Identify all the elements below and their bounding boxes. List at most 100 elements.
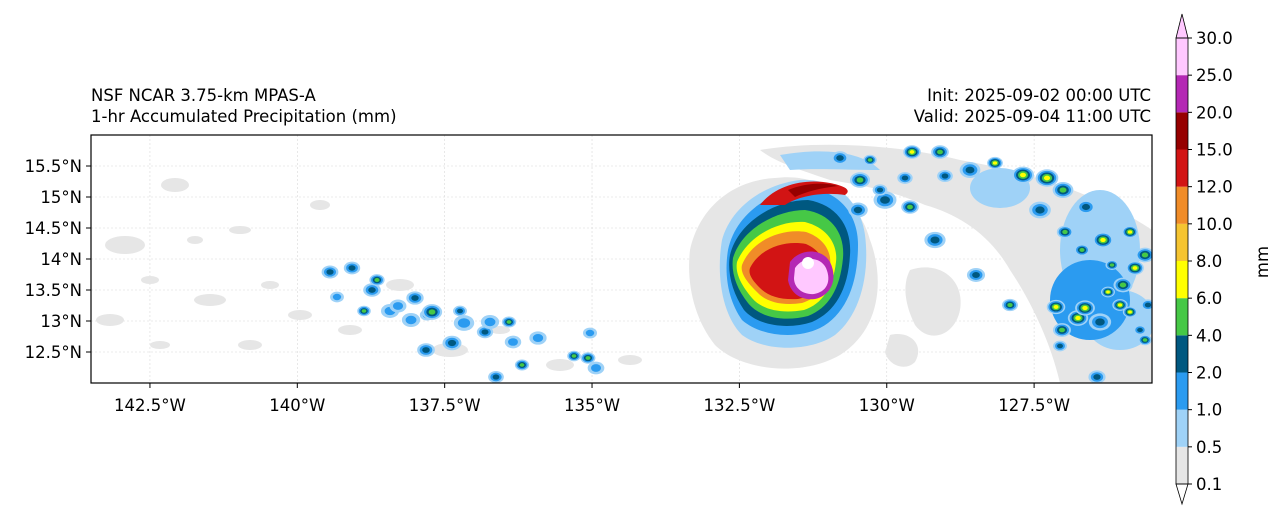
precip-cell xyxy=(484,317,496,327)
precip-cell xyxy=(1059,327,1065,333)
precip-cell xyxy=(1128,310,1132,314)
colorbar-tick-label: 1.0 xyxy=(1196,401,1222,420)
storm-eye xyxy=(802,257,814,269)
precip-cell xyxy=(909,150,915,154)
colorbar-segment xyxy=(1176,112,1188,150)
title-init-time: Init: 2025-09-02 00:00 UTC xyxy=(927,86,1151,105)
precip-cell xyxy=(492,374,500,380)
precip-cell xyxy=(853,206,863,214)
precip-cell xyxy=(532,334,544,342)
precip-cell xyxy=(519,363,525,367)
precip-cell xyxy=(1007,302,1013,308)
precip-cell xyxy=(930,236,940,244)
colorbar-tick-label: 10.0 xyxy=(1196,215,1233,234)
colorbar-segment xyxy=(1176,409,1188,447)
x-tick-label: 132.5°W xyxy=(703,396,775,415)
precip-cell xyxy=(590,364,602,372)
precip-cell xyxy=(876,187,884,193)
x-tick-label: 140°W xyxy=(269,396,325,415)
precip-cell xyxy=(392,302,404,310)
map-panel[interactable] xyxy=(90,134,1155,384)
precip-cell xyxy=(1035,206,1045,214)
precip-cell xyxy=(1059,187,1067,193)
precip-cell xyxy=(1093,374,1101,380)
precip-cell xyxy=(422,347,430,353)
x-tick-label: 135°W xyxy=(564,396,620,415)
precip-cell xyxy=(1081,203,1091,211)
precip-cell xyxy=(1053,305,1059,309)
colorbar-label: mm xyxy=(1253,246,1272,278)
precip-cell xyxy=(405,315,417,325)
y-tick-label: 12.5°N xyxy=(25,343,82,362)
precip-cell xyxy=(965,166,975,174)
colorbar-segment xyxy=(1176,186,1188,224)
precip-cell xyxy=(1106,290,1110,294)
precip-cell xyxy=(1043,175,1051,181)
precip-cell xyxy=(457,318,471,328)
y-tick-label: 13.5°N xyxy=(25,281,82,300)
colorbar-tick-label: 8.0 xyxy=(1196,252,1222,271)
precip-cell xyxy=(901,175,909,181)
precip-cell xyxy=(1062,229,1068,235)
precip-cell xyxy=(880,196,890,204)
colorbar-segment xyxy=(1176,446,1188,484)
colorbar-segment xyxy=(1176,335,1188,373)
x-tick-label: 137.5°W xyxy=(409,396,481,415)
precip-cell xyxy=(457,308,463,314)
precip-cell xyxy=(411,295,419,301)
colorbar-tick-label: 6.0 xyxy=(1196,289,1222,308)
precip-cell xyxy=(1137,327,1143,333)
precip-cell xyxy=(428,309,436,315)
precip-cell xyxy=(374,278,380,282)
colorbar-tick-label: 12.0 xyxy=(1196,178,1233,197)
title-model: NSF NCAR 3.75-km MPAS-A xyxy=(91,86,316,105)
rainband-core xyxy=(788,183,838,197)
precip-cell xyxy=(326,269,334,275)
precip-cell xyxy=(1132,266,1138,270)
precip-cell xyxy=(856,177,864,183)
colorbar-tick-label: 2.0 xyxy=(1196,364,1222,383)
precip-cell xyxy=(1144,302,1152,308)
precip-cell xyxy=(481,329,489,335)
colorbar-tick-label: 0.1 xyxy=(1196,475,1222,494)
precip-cell xyxy=(348,265,356,271)
precip-cell xyxy=(1119,282,1127,288)
colorbar-segment xyxy=(1176,372,1188,410)
colorbar-extend-min xyxy=(1175,483,1189,506)
precip-cell xyxy=(1095,318,1105,326)
precip-cell xyxy=(1100,237,1106,243)
x-axis-ticks: 142.5°W 140°W 137.5°W 135°W 132.5°W 130°W 127.… xyxy=(114,383,1070,415)
precip-cell xyxy=(368,287,376,293)
title-valid-time: Valid: 2025-09-04 11:00 UTC xyxy=(914,107,1151,126)
colorbar-segment xyxy=(1176,75,1188,113)
x-tick-label: 127.5°W xyxy=(998,396,1070,415)
colorbar: 0.1 0.5 1.0 2.0 4.0 6.0 8.0 10.0 12.0 15.0 20.0 25.… xyxy=(1175,13,1233,506)
precip-cell xyxy=(1082,305,1088,311)
y-tick-label: 13°N xyxy=(40,312,82,331)
precip-cell xyxy=(1020,172,1026,178)
colorbar-tick-label: 25.0 xyxy=(1196,66,1233,85)
colorbar-segment xyxy=(1176,261,1188,299)
precip-cell xyxy=(1142,338,1148,342)
precip-cell xyxy=(1075,315,1081,321)
y-tick-label: 15.5°N xyxy=(25,157,82,176)
precip-cell xyxy=(1057,343,1063,349)
precip-25mm-areas xyxy=(794,259,829,295)
precip-cell xyxy=(941,173,949,179)
y-tick-label: 15°N xyxy=(40,188,82,207)
colorbar-segment xyxy=(1176,38,1188,76)
precip-cell xyxy=(1079,248,1085,252)
y-tick-label: 14°N xyxy=(40,250,82,269)
precip-cell xyxy=(992,161,998,165)
colorbar-extend-max xyxy=(1175,13,1189,39)
precip-cell xyxy=(508,338,518,346)
convective-cells xyxy=(321,145,1152,383)
colorbar-segment xyxy=(1176,223,1188,261)
colorbar-segment xyxy=(1176,298,1188,336)
y-axis-ticks: 15.5°N 15°N 14.5°N 14°N 13.5°N 13°N 12.5°N xyxy=(25,157,91,362)
precip-cell xyxy=(332,293,342,301)
precipitation-field xyxy=(96,144,1152,383)
precip-cell xyxy=(907,204,913,210)
colorbar-tick-label: 4.0 xyxy=(1196,326,1222,345)
precip-cell xyxy=(447,339,457,347)
